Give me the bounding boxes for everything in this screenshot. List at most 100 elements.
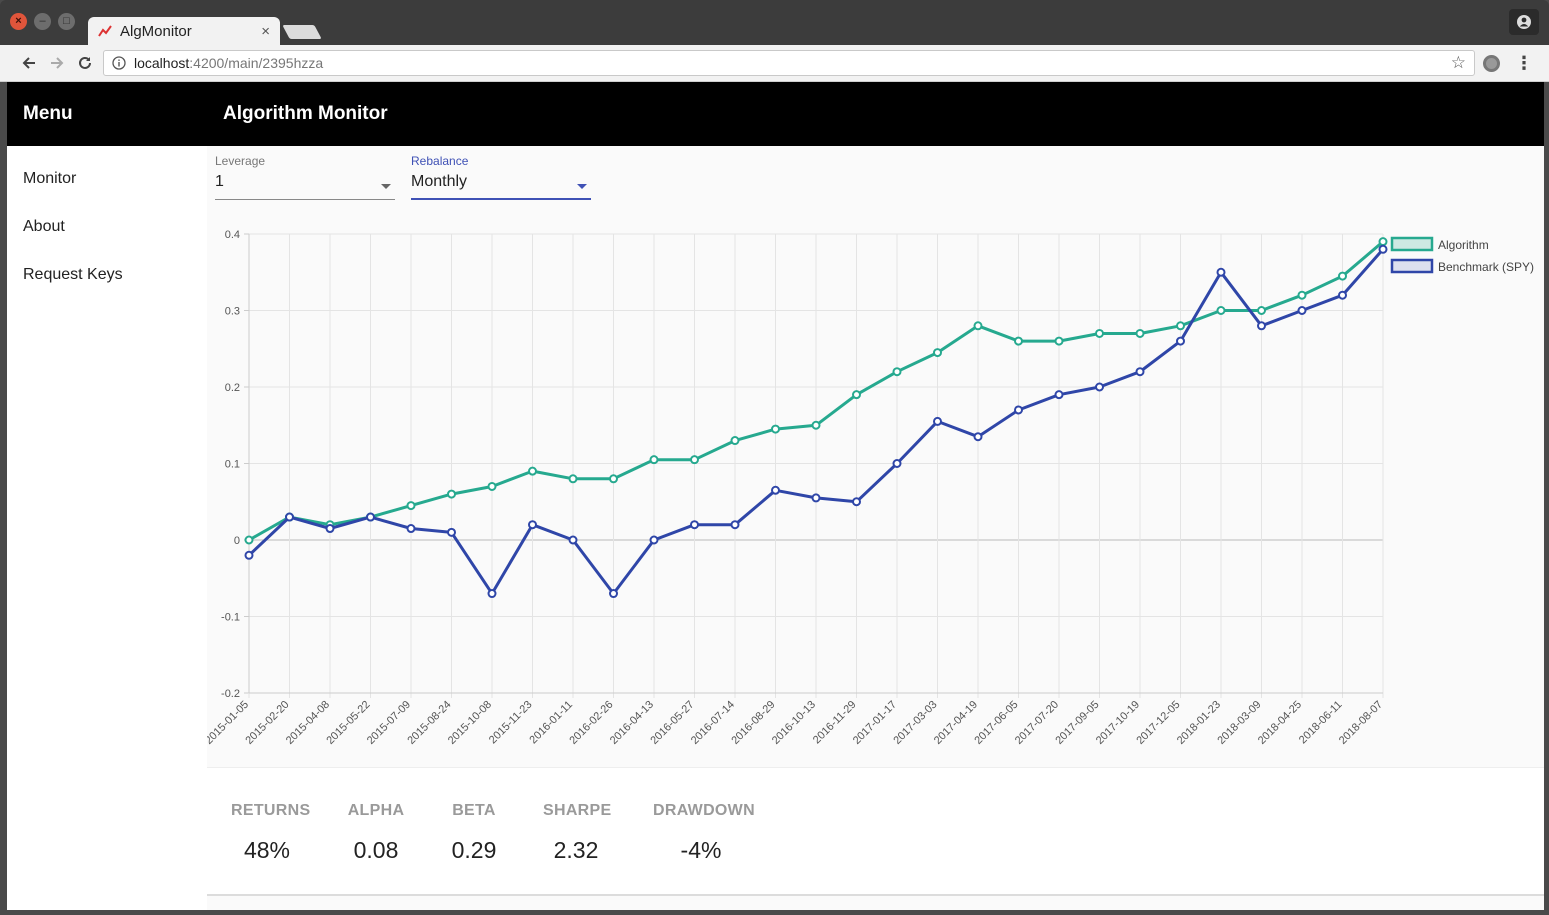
arrow-left-icon	[22, 57, 35, 69]
data-point	[1014, 336, 1023, 346]
rebalance-select[interactable]: Rebalance Monthly	[411, 154, 591, 200]
stat-returns: RETURNS 48%	[231, 802, 311, 864]
data-point	[852, 497, 861, 507]
sidebar-item-monitor[interactable]: Monitor	[23, 170, 77, 187]
x-tick-label: 2018-04-25	[1256, 699, 1304, 747]
data-point	[1378, 237, 1388, 247]
tab-close-icon[interactable]: ×	[261, 22, 270, 40]
data-point	[528, 466, 537, 476]
leverage-select[interactable]: Leverage 1	[215, 154, 395, 200]
performance-chart: 0.40.30.20.10-0.1-0.22015-01-052015-02-2…	[207, 229, 1534, 747]
rebalance-value: Monthly	[411, 173, 468, 190]
data-point	[1014, 405, 1023, 415]
data-point	[1176, 336, 1185, 346]
data-point	[244, 550, 254, 560]
data-point	[690, 520, 699, 530]
stat-label: ALPHA	[347, 802, 405, 819]
data-point	[811, 493, 821, 503]
window-maximize-button[interactable]: □	[58, 13, 75, 30]
leverage-label: Leverage	[215, 154, 266, 168]
legend-label: Benchmark (SPY)	[1438, 260, 1534, 274]
data-point	[1135, 367, 1145, 377]
data-point	[244, 535, 254, 545]
x-tick-label: 2015-10-08	[446, 699, 494, 747]
chevron-down-icon	[577, 184, 587, 189]
data-point	[285, 512, 294, 522]
data-point	[771, 485, 780, 495]
app-toolbar: Menu Algorithm Monitor	[7, 82, 1544, 146]
data-point	[1257, 321, 1266, 331]
browser-tab[interactable]: AlgMonitor ×	[88, 17, 280, 45]
sidebar-item-about[interactable]: About	[23, 218, 65, 235]
legend-label: Algorithm	[1438, 238, 1489, 252]
reload-icon	[79, 56, 91, 69]
y-tick-label: 0	[234, 535, 240, 547]
window-close-button[interactable]: ×	[10, 13, 27, 30]
info-icon	[112, 56, 126, 70]
data-point	[1257, 306, 1266, 315]
chart-favicon-icon	[98, 25, 112, 37]
data-point	[730, 520, 740, 530]
data-point	[1338, 271, 1347, 281]
stat-beta: BETA 0.29	[449, 802, 499, 864]
data-point	[406, 524, 416, 534]
leverage-underline	[215, 199, 395, 200]
y-tick-label: 0.3	[225, 306, 240, 318]
y-tick-label: 0.1	[225, 459, 240, 471]
data-point	[325, 524, 335, 534]
forward-button[interactable]	[46, 52, 68, 74]
stats-panel: RETURNS 48% ALPHA 0.08 BETA 0.29 SHARPE …	[207, 768, 1544, 896]
profile-button[interactable]	[1509, 9, 1539, 35]
browser-toolbar: localhost:4200/main/2395hzza ☆ ⋮	[0, 45, 1549, 82]
data-point	[1297, 290, 1307, 300]
stat-drawdown: DRAWDOWN -4%	[653, 802, 755, 864]
stat-value: -4%	[680, 837, 722, 863]
legend-swatch	[1390, 236, 1434, 252]
rebalance-underline	[411, 198, 591, 200]
data-point	[1176, 321, 1185, 331]
data-point	[568, 474, 578, 484]
data-point	[406, 501, 416, 511]
sidebar-item-request-keys[interactable]: Request Keys	[23, 266, 123, 283]
data-point	[447, 527, 456, 537]
sidenav: Monitor About Request Keys	[7, 146, 207, 910]
stat-label: DRAWDOWN	[653, 802, 755, 819]
data-point	[1054, 336, 1064, 346]
browser-titlebar: × – □ AlgMonitor ×	[0, 0, 1549, 45]
stat-label: RETURNS	[231, 802, 311, 819]
stat-value: 48%	[243, 837, 291, 863]
data-point	[933, 348, 942, 358]
legend-swatch	[1390, 258, 1434, 274]
stat-value: 2.32	[553, 837, 599, 863]
data-point	[649, 455, 659, 465]
extension-icon[interactable]	[1483, 55, 1500, 72]
data-point	[649, 535, 659, 545]
data-point	[528, 520, 537, 530]
data-point	[1135, 328, 1145, 338]
arrow-right-icon	[51, 57, 64, 69]
data-point	[1216, 267, 1226, 277]
stat-label: SHARPE	[543, 802, 612, 819]
x-tick-label: 2018-08-07	[1337, 699, 1385, 747]
y-tick-label: 0.2	[225, 382, 240, 394]
address-bar[interactable]: localhost:4200/main/2395hzza ☆	[103, 50, 1475, 76]
stat-alpha: ALPHA 0.08	[347, 802, 405, 864]
data-point	[973, 432, 983, 442]
bookmark-star-icon[interactable]: ☆	[1450, 53, 1466, 72]
data-point	[1054, 390, 1064, 400]
data-point	[690, 455, 699, 465]
data-point	[1095, 328, 1104, 338]
stat-value: 0.08	[353, 837, 399, 863]
back-button[interactable]	[18, 52, 40, 74]
reload-button[interactable]	[74, 52, 96, 74]
stat-value: 0.29	[451, 837, 497, 863]
page-title: Algorithm Monitor	[223, 103, 388, 124]
data-point	[568, 535, 578, 545]
window-minimize-button[interactable]: –	[34, 13, 51, 30]
data-point	[1338, 290, 1347, 300]
url-host: localhost	[134, 55, 190, 71]
new-tab-button[interactable]	[282, 25, 322, 39]
browser-menu-icon[interactable]: ⋮	[1515, 53, 1533, 73]
leverage-value: 1	[215, 173, 224, 190]
y-tick-label: -0.1	[221, 612, 240, 624]
